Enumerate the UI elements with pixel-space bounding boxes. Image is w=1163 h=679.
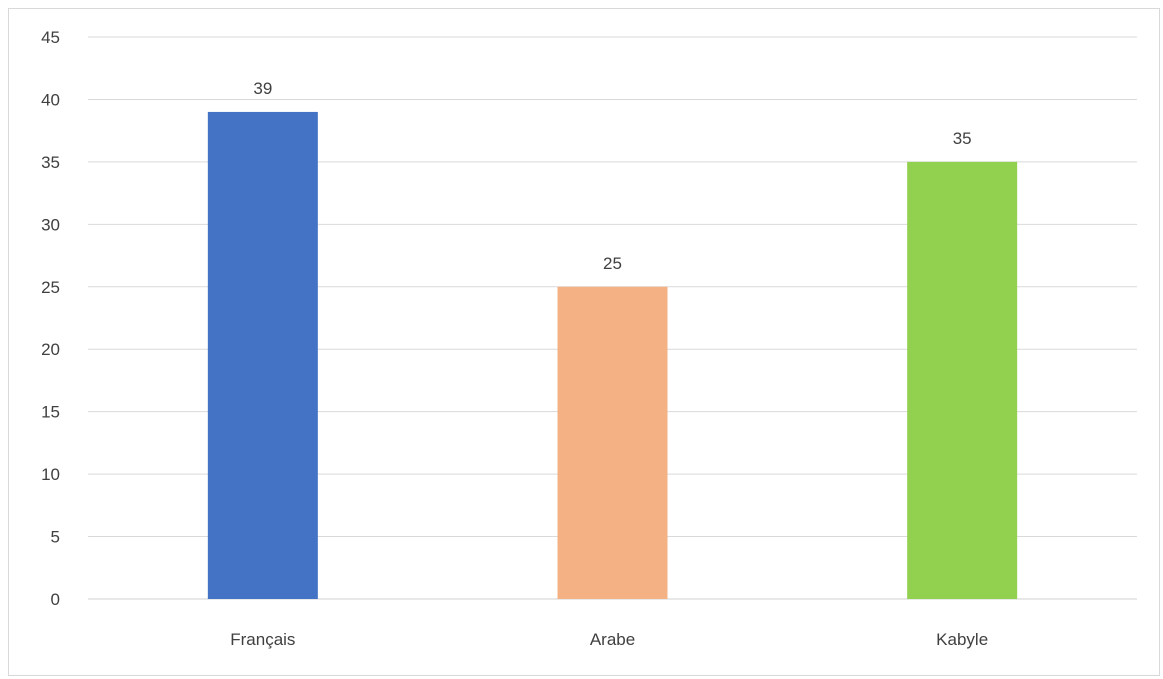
y-tick-label: 25 [41, 278, 60, 297]
bar [907, 161, 1018, 599]
y-tick-label: 20 [41, 340, 60, 359]
y-tick-label: 0 [51, 590, 60, 609]
data-labels: 39 25 35 [253, 79, 971, 273]
y-tick-label: 5 [51, 528, 60, 547]
bars [207, 111, 1018, 599]
y-tick-label: 30 [41, 215, 60, 234]
data-label: 35 [953, 129, 972, 148]
data-label: 39 [253, 79, 272, 98]
x-tick-label: Arabe [590, 630, 635, 649]
y-tick-label: 40 [41, 90, 60, 109]
y-tick-label: 10 [41, 465, 60, 484]
y-tick-label: 15 [41, 403, 60, 422]
x-axis-tick-labels: Français Arabe Kabyle [230, 630, 988, 649]
y-tick-label: 35 [41, 153, 60, 172]
x-tick-label: Français [230, 630, 295, 649]
x-tick-label: Kabyle [936, 630, 988, 649]
bar [557, 286, 668, 599]
y-axis-tick-labels: 0 5 10 15 20 25 30 35 40 45 [41, 28, 60, 609]
y-tick-label: 45 [41, 28, 60, 47]
bar [207, 111, 318, 599]
data-label: 25 [603, 254, 622, 273]
